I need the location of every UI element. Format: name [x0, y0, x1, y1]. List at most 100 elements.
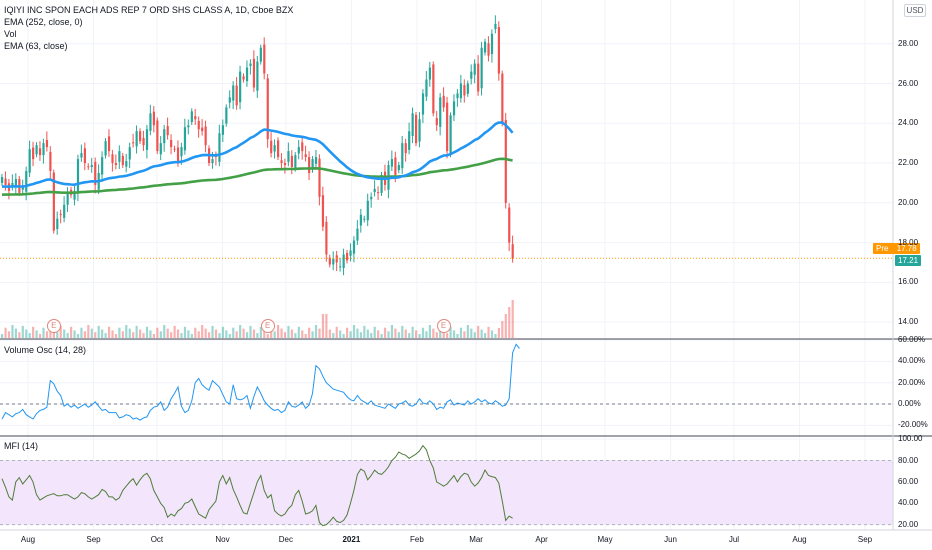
candle-body — [256, 61, 259, 91]
volume-bar — [484, 333, 487, 338]
candle-body — [452, 101, 456, 116]
volume-bar — [301, 330, 304, 338]
candle-body — [11, 182, 14, 187]
volume-bar — [373, 326, 376, 338]
candle-body — [511, 244, 514, 259]
candle-body — [32, 147, 35, 160]
volume-bar — [256, 333, 259, 338]
candle-body — [308, 157, 311, 173]
volume-bar — [290, 329, 293, 338]
candle-body — [66, 192, 69, 205]
volume-osc-title[interactable]: Volume Osc (14, 28) — [4, 345, 87, 355]
volume-bar — [42, 327, 45, 338]
value-tick-label: 0.00% — [898, 399, 921, 409]
candle-body — [328, 257, 331, 265]
volume-bar — [377, 330, 380, 338]
volume-bar — [25, 329, 28, 338]
volume-bar — [370, 333, 373, 338]
candle-body — [470, 71, 473, 79]
volume-bar — [194, 327, 197, 338]
earnings-marker[interactable]: E — [436, 319, 451, 333]
candle-body — [442, 95, 445, 108]
earnings-marker[interactable]: E — [46, 319, 61, 333]
volume-bar — [7, 331, 11, 338]
indicator-label-ema252[interactable]: EMA (252, close, 0) — [4, 17, 83, 27]
indicator-label-vol[interactable]: Vol — [4, 29, 17, 39]
volume-bar — [111, 330, 114, 338]
mfi-title[interactable]: MFI (14) — [4, 441, 39, 451]
volume-bar — [332, 333, 335, 338]
candle-body — [487, 43, 490, 56]
value-tick-label: 60.00% — [898, 335, 926, 344]
candle-body — [356, 228, 359, 241]
time-tick-label: Aug — [792, 535, 807, 544]
candle-body — [494, 23, 497, 30]
volume-bar — [4, 327, 7, 338]
volume-bar — [490, 330, 494, 338]
volume-bar — [480, 329, 483, 338]
volume-bar — [176, 329, 180, 338]
volume-bar — [70, 326, 73, 338]
volume-bar — [211, 325, 214, 338]
candle-body — [156, 120, 159, 152]
candle-body — [176, 147, 180, 162]
volume-bar — [1, 334, 4, 338]
volume-bar — [342, 334, 345, 338]
candle-body — [490, 33, 494, 55]
volume-bar — [504, 314, 507, 338]
value-tick-label: 22.00 — [898, 158, 919, 168]
symbol-title[interactable]: IQIYI INC SPON EACH ADS REP 7 ORD SHS CL… — [4, 5, 294, 15]
candle-body — [76, 159, 80, 193]
candle-body — [90, 165, 93, 168]
volume-bar — [252, 329, 256, 338]
volume-bar — [228, 334, 231, 338]
pre-market-badge: Pre 17.78 — [873, 243, 920, 254]
candle-body — [294, 155, 297, 169]
volume-bar — [380, 334, 383, 338]
candle-body — [232, 85, 235, 101]
volume-bar — [201, 325, 204, 338]
volume-bar — [101, 329, 104, 338]
time-tick-label: Jun — [664, 535, 677, 544]
volume-bar — [242, 328, 245, 338]
value-tick-label: 16.00 — [898, 277, 919, 287]
indicator-label-ema63[interactable]: EMA (63, close) — [4, 41, 68, 51]
candlesticks — [1, 15, 514, 276]
candle-body — [225, 107, 228, 124]
time-tick-label: Apr — [535, 535, 548, 544]
candle-body — [42, 143, 45, 156]
candle-body — [366, 200, 369, 221]
candle-body — [421, 93, 425, 115]
candle-body — [121, 155, 124, 166]
volume-bar — [477, 325, 480, 338]
candle-body — [342, 254, 345, 269]
volume-bar — [304, 334, 307, 338]
candle-body — [325, 221, 328, 255]
volume-bar — [128, 328, 131, 338]
volume-bar — [239, 325, 242, 338]
volume-bar — [394, 328, 397, 338]
volume-bar — [166, 328, 169, 338]
candle-body — [418, 119, 421, 142]
ema-63-line — [1, 121, 514, 189]
earnings-marker[interactable]: E — [260, 319, 275, 333]
currency-button[interactable]: USD — [904, 4, 926, 17]
volume-bar — [249, 325, 252, 338]
candle-body — [63, 204, 66, 218]
candle-body — [152, 111, 155, 126]
volume-bar — [63, 329, 66, 338]
volume-bar — [142, 333, 145, 338]
pane-dividers[interactable] — [0, 0, 932, 531]
volume-bar — [83, 331, 86, 338]
volume-bar — [346, 327, 349, 338]
volume-bar — [35, 330, 38, 338]
candle-body — [252, 58, 256, 88]
candle-body — [159, 143, 162, 155]
volume-bar — [156, 327, 159, 338]
candle-body — [339, 266, 342, 268]
time-tick-label: Feb — [410, 535, 424, 544]
volume-bar — [221, 326, 224, 338]
volume-bar — [270, 327, 273, 338]
volume-osc-pane — [0, 343, 893, 421]
